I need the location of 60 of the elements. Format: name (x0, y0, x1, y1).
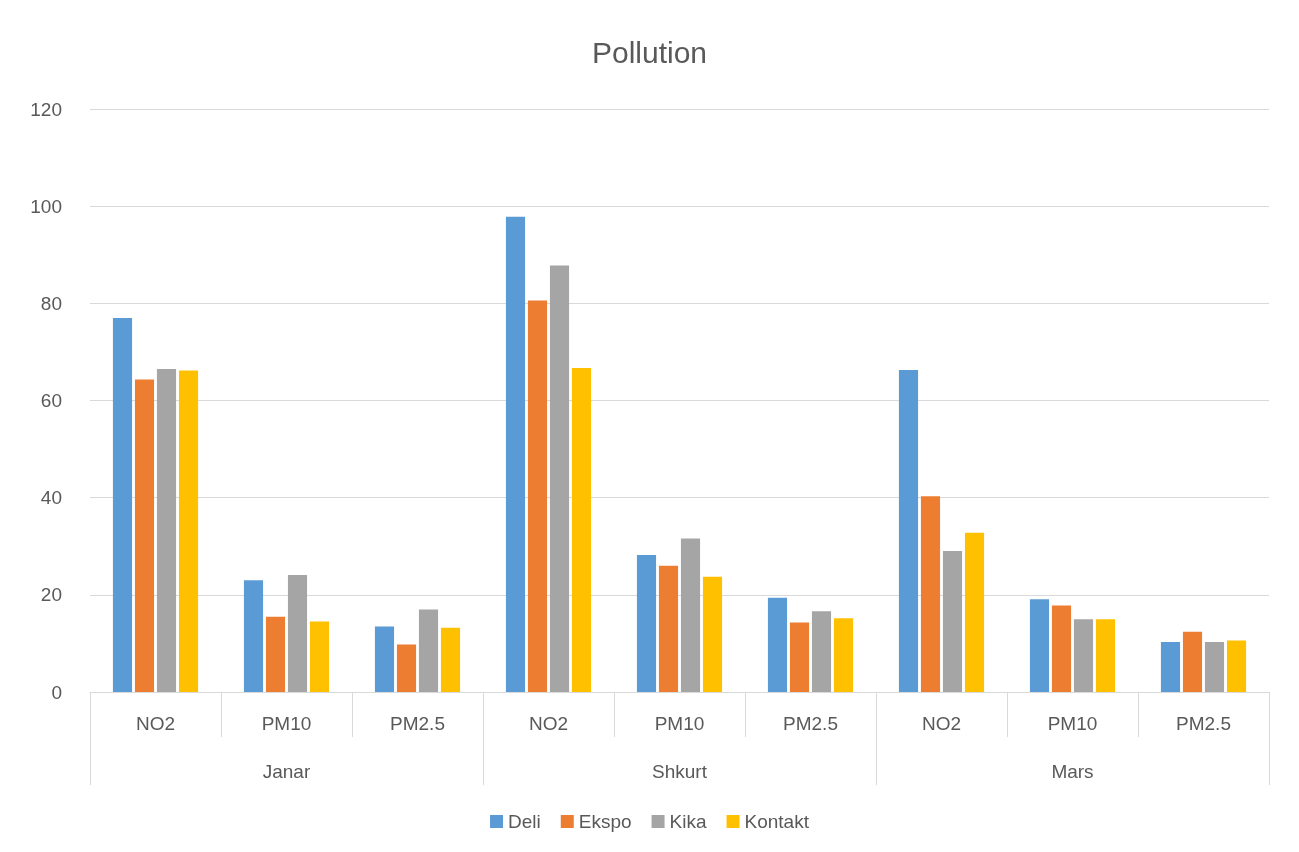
x-tick-label: NO2 (528, 713, 569, 734)
y-tick-label: 40 (40, 487, 62, 509)
bar (374, 626, 395, 692)
bar (1204, 641, 1225, 692)
x-tick-label: PM2.5 (783, 713, 838, 734)
bar (396, 644, 417, 692)
legend-label: Deli (508, 811, 541, 832)
bar (571, 367, 592, 692)
x-tick-label: PM2.5 (1176, 713, 1231, 734)
bar (1029, 599, 1050, 692)
text: Shkurt (652, 761, 708, 782)
bar (964, 532, 985, 692)
bar (1226, 640, 1247, 692)
bar (549, 265, 570, 692)
x-tick-label: NO2 (921, 713, 962, 734)
bar (440, 627, 461, 692)
bar (243, 580, 264, 692)
bar (112, 317, 133, 692)
x-tick-label: PM10 (654, 713, 705, 734)
chart-title: Pollution (591, 35, 708, 69)
bar (767, 597, 788, 692)
bar (898, 369, 919, 692)
bar (134, 379, 155, 692)
y-tick-label: 100 (30, 195, 62, 217)
bar (702, 576, 723, 692)
bar (265, 616, 286, 692)
bar (505, 216, 526, 692)
text: Mars (1051, 761, 1094, 782)
legend-label: Ekspo (578, 811, 632, 832)
legend-label: Kontakt (744, 811, 810, 832)
bar (636, 555, 657, 692)
bar (811, 611, 832, 692)
x-tick-label: PM10 (1047, 713, 1098, 734)
bar (1160, 641, 1181, 692)
bar (1051, 605, 1072, 692)
y-tick-label: 120 (30, 98, 62, 120)
bar (920, 496, 941, 692)
y-tick-label: 60 (40, 390, 62, 411)
y-tick-label: 80 (40, 292, 62, 314)
x-tick-label: PM2.5 (390, 713, 445, 734)
bar (156, 368, 177, 692)
x-tick-label: NO2 (135, 713, 176, 734)
bar (1073, 619, 1094, 692)
bar (309, 621, 330, 692)
y-tick-label: 20 (40, 584, 62, 606)
bar (287, 574, 308, 692)
y-tick-label: 0 (51, 681, 62, 703)
bar (680, 538, 701, 692)
bar (833, 618, 854, 692)
bar (789, 622, 810, 692)
bar (178, 370, 199, 692)
legend-label: Kika (669, 811, 707, 832)
bar (527, 300, 548, 692)
bar (418, 609, 439, 692)
bar (1182, 631, 1203, 692)
bar (942, 551, 963, 692)
text: Janar (262, 761, 311, 782)
x-tick-label: PM10 (261, 713, 312, 734)
bar (658, 565, 679, 692)
bar (1095, 619, 1116, 692)
